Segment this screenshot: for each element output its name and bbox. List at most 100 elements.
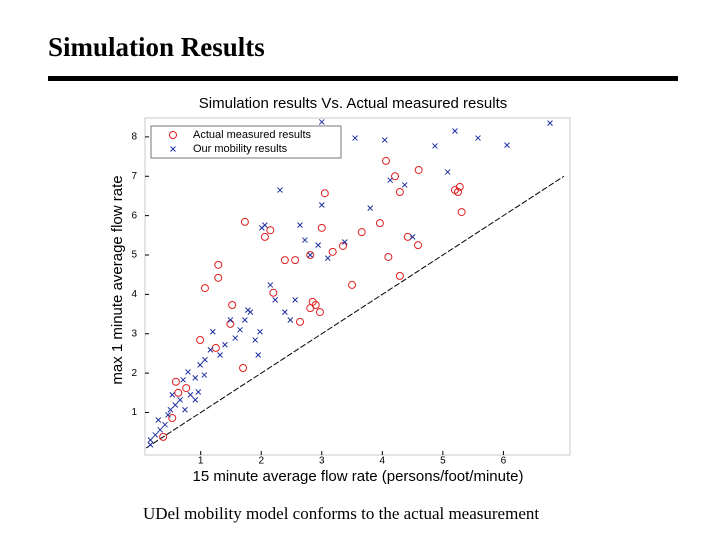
data-point (457, 208, 466, 217)
data-point (237, 326, 243, 333)
data-point (367, 205, 374, 212)
data-point (245, 307, 251, 313)
data-point (147, 437, 154, 443)
data-point (315, 242, 322, 249)
data-point (167, 406, 174, 413)
data-point (185, 369, 191, 375)
data-point (395, 271, 404, 280)
legend-label: Our mobility results (193, 143, 288, 155)
chart-title: Simulation results Vs. Actual measured r… (199, 95, 507, 112)
data-point (297, 222, 303, 228)
reference-line (145, 175, 565, 449)
data-point (381, 137, 388, 143)
y-tick-label: 6 (131, 210, 137, 221)
data-point (200, 284, 209, 293)
data-point (547, 120, 553, 126)
x-tick-label: 6 (501, 456, 507, 467)
y-tick-label: 1 (131, 407, 137, 418)
data-point (147, 441, 154, 448)
data-point (414, 241, 423, 250)
data-point (395, 188, 404, 197)
data-point (180, 376, 186, 383)
y-tick-label: 2 (131, 368, 137, 379)
data-point (209, 328, 216, 335)
data-point (387, 177, 394, 184)
legend-marker (170, 146, 176, 152)
data-point (338, 241, 347, 250)
data-point (228, 301, 237, 310)
x-tick-label: 5 (440, 456, 446, 467)
data-point (318, 119, 325, 125)
data-point (196, 336, 205, 345)
data-point (207, 347, 214, 353)
data-point (217, 352, 223, 358)
data-point (157, 426, 163, 433)
data-point (187, 391, 194, 398)
data-point (381, 156, 390, 165)
data-point (202, 356, 208, 363)
data-point (455, 182, 464, 191)
data-point (432, 143, 438, 149)
data-point (162, 421, 168, 428)
x-tick-label: 4 (380, 456, 386, 467)
data-point (280, 256, 289, 265)
data-point (192, 374, 199, 381)
data-point (320, 189, 329, 198)
data-point (357, 228, 366, 237)
data-point (452, 128, 458, 134)
data-point (272, 297, 279, 303)
data-point (409, 234, 416, 240)
x-axis-label: 15 minute average flow rate (persons/foo… (192, 468, 523, 485)
data-point (375, 219, 384, 228)
data-point (240, 217, 249, 226)
data-point (255, 352, 262, 358)
data-point (414, 165, 423, 174)
data-point (307, 252, 314, 258)
data-point (252, 337, 259, 343)
data-point (232, 335, 239, 341)
data-point (266, 226, 275, 235)
plot-frame (144, 117, 571, 456)
data-point (227, 317, 234, 323)
data-point (315, 308, 324, 317)
data-point (197, 361, 203, 368)
data-point (292, 297, 298, 303)
y-tick-label: 3 (131, 328, 137, 339)
data-point (159, 432, 168, 441)
data-point (384, 252, 393, 261)
legend-box (150, 125, 342, 159)
data-point (165, 411, 171, 418)
data-point (192, 397, 199, 403)
data-point (504, 142, 510, 149)
x-tick-label: 1 (198, 456, 204, 467)
data-point (260, 232, 269, 241)
data-point (453, 188, 462, 197)
data-point (226, 319, 235, 328)
y-tick-label: 5 (131, 250, 137, 261)
data-point (214, 260, 223, 269)
data-point (391, 172, 400, 181)
data-point (155, 417, 162, 423)
data-point (222, 341, 228, 348)
data-point (291, 256, 300, 265)
data-point (352, 135, 358, 141)
x-tick-label: 3 (319, 456, 325, 467)
data-point (211, 343, 220, 352)
data-point (242, 317, 248, 323)
data-point (475, 135, 481, 141)
x-tick-label: 2 (258, 456, 264, 467)
y-axis-label: max 1 minute average flow rate (109, 175, 126, 384)
data-point (182, 406, 188, 413)
data-point (318, 202, 325, 208)
data-point (267, 282, 274, 288)
caption: UDel mobility model conforms to the actu… (143, 504, 539, 523)
data-point (317, 223, 326, 232)
data-point (311, 301, 320, 310)
data-point (403, 232, 412, 241)
y-tick-label: 7 (131, 171, 137, 182)
data-point (174, 388, 183, 397)
data-point (301, 237, 308, 243)
data-point (324, 255, 331, 262)
